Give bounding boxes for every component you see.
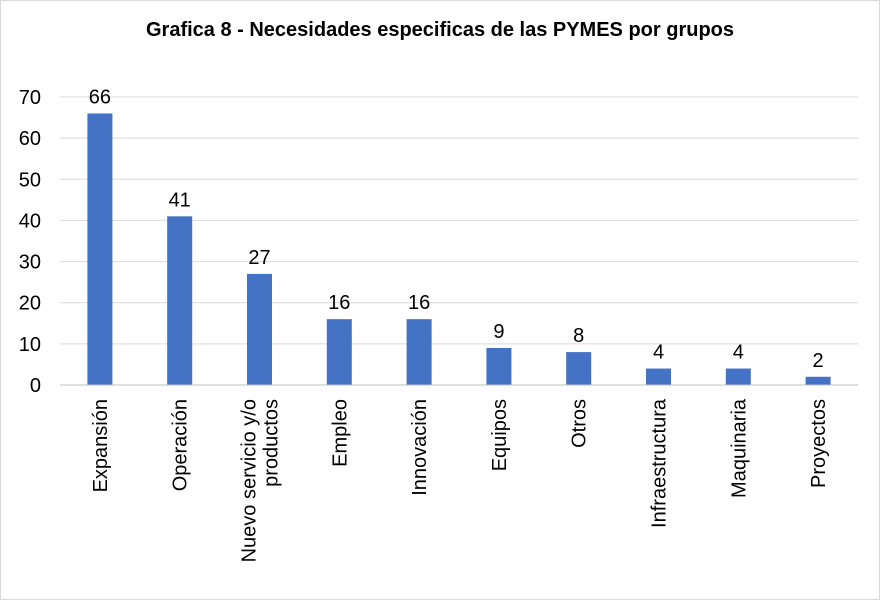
data-label: 9	[493, 321, 504, 343]
category-label: Equipos	[489, 399, 511, 471]
bar	[247, 273, 272, 385]
bar	[725, 368, 751, 385]
category-label: Nuevo servicio y/o productos	[239, 399, 283, 562]
bar	[646, 368, 671, 385]
category-label-line: Operación	[170, 399, 192, 491]
data-label: 16	[408, 292, 430, 314]
y-tick-label: 10	[19, 334, 41, 356]
category-label: Otros	[569, 399, 591, 448]
bar	[406, 319, 432, 385]
data-label: 66	[89, 86, 111, 108]
bar	[87, 113, 113, 385]
category-label: Empleo	[329, 399, 351, 467]
category-label: Proyectos	[808, 399, 830, 488]
chart-title: Grafica 8 - Necesidades especificas de l…	[145, 19, 735, 41]
data-label: 27	[248, 247, 270, 269]
bar	[326, 319, 352, 385]
category-label-line: Otros	[569, 399, 591, 448]
category-label-line: Innovación	[409, 399, 431, 496]
category-label-line: Proyectos	[808, 399, 830, 488]
category-label-line: productos	[261, 399, 283, 487]
data-label: 41	[169, 189, 191, 211]
category-label-line: Nuevo servicio y/o	[239, 399, 261, 562]
category-label: Expansión	[90, 399, 112, 492]
data-label: 16	[328, 292, 350, 314]
data-label: 4	[653, 342, 664, 364]
y-tick-label: 60	[19, 128, 41, 150]
bar	[486, 347, 512, 385]
category-label-line: Maquinaria	[728, 398, 750, 498]
y-tick-label: 70	[19, 87, 41, 109]
bar	[167, 216, 193, 385]
category-label: Maquinaria	[728, 398, 750, 498]
y-tick-label: 40	[19, 210, 41, 232]
y-tick-label: 30	[19, 252, 41, 274]
category-label-line: Empleo	[329, 399, 351, 467]
category-label-line: Equipos	[489, 399, 511, 471]
category-label: Infraestructura	[649, 398, 671, 528]
category-label: Operación	[170, 399, 192, 491]
data-label: 2	[813, 350, 824, 372]
data-label: 4	[733, 342, 744, 364]
data-label: 8	[573, 325, 584, 347]
bar	[566, 352, 592, 385]
y-tick-label: 50	[19, 169, 41, 191]
y-tick-label: 0	[30, 375, 41, 397]
bar	[805, 376, 831, 385]
category-label-line: Expansión	[90, 399, 112, 492]
category-label-line: Infraestructura	[649, 398, 671, 528]
y-tick-label: 20	[19, 293, 41, 315]
category-label: Innovación	[409, 399, 431, 496]
